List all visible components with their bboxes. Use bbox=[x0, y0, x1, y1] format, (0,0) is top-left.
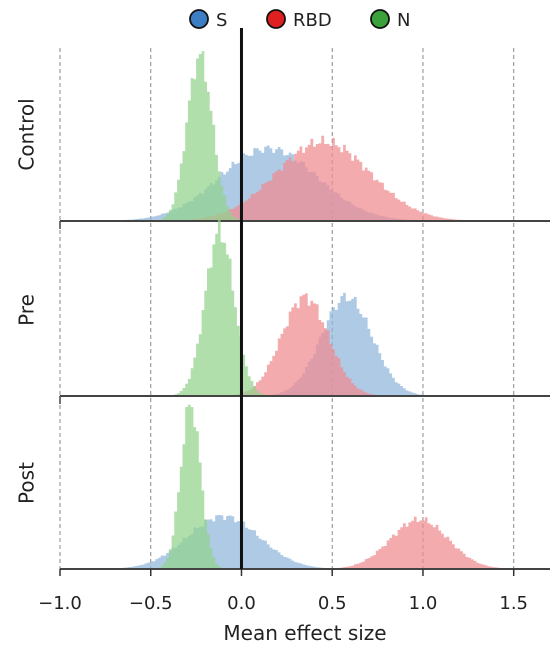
x-axis: −1.0 −0.5 0.0 0.5 1.0 1.5 bbox=[38, 569, 528, 614]
legend-marker bbox=[267, 10, 285, 28]
gridlines bbox=[60, 48, 514, 569]
x-tick-label: 1.0 bbox=[409, 593, 438, 614]
legend-label: RBD bbox=[293, 10, 332, 31]
panel-pre: Pre bbox=[15, 220, 550, 396]
panel-label: Post bbox=[15, 462, 39, 504]
x-axis-label: Mean effect size bbox=[223, 621, 386, 645]
legend-marker bbox=[371, 10, 389, 28]
panel-control: Control bbox=[15, 51, 550, 221]
legend-item-rbd: RBD bbox=[267, 10, 332, 31]
histogram-n-post bbox=[60, 405, 550, 569]
x-tick-label: −1.0 bbox=[38, 593, 82, 614]
x-tick-label: 0.0 bbox=[227, 593, 256, 614]
legend: S RBD N bbox=[190, 10, 410, 31]
histogram-rbd-pre bbox=[60, 293, 550, 396]
x-tick-label: −0.5 bbox=[129, 593, 173, 614]
legend-item-n: N bbox=[371, 10, 410, 31]
panel-post: Post bbox=[15, 405, 550, 569]
x-tick-label: 0.5 bbox=[318, 593, 347, 614]
legend-label: S bbox=[216, 10, 227, 31]
histogram-rbd-post bbox=[60, 517, 550, 569]
legend-marker bbox=[190, 10, 208, 28]
legend-item-s: S bbox=[190, 10, 227, 31]
panel-label: Pre bbox=[15, 294, 39, 326]
histogram-rbd-control bbox=[60, 136, 550, 221]
x-tick-label: 1.5 bbox=[499, 593, 528, 614]
panels: Control Pre Post bbox=[15, 28, 550, 569]
legend-label: N bbox=[397, 10, 410, 31]
panel-label: Control bbox=[15, 98, 39, 170]
